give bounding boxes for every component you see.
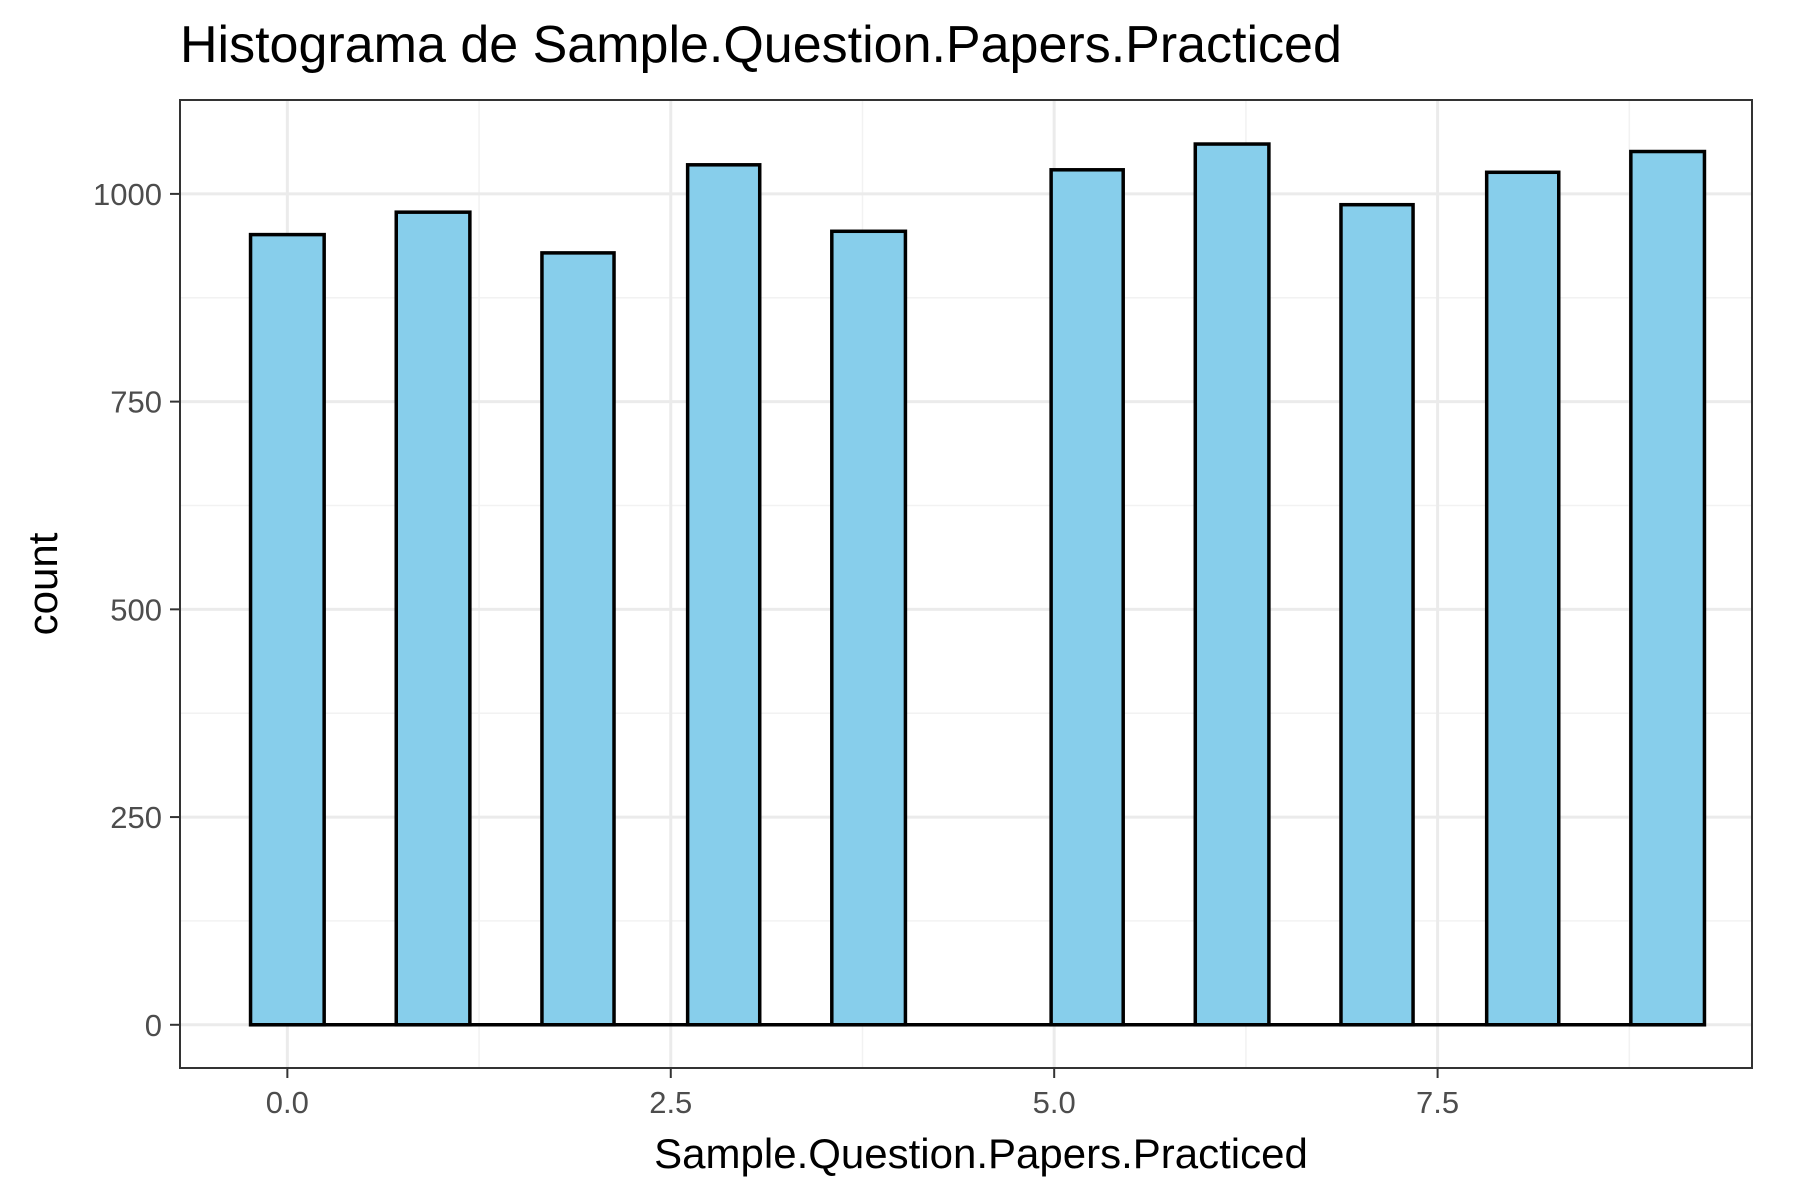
- x-tick-label: 7.5: [1416, 1085, 1459, 1120]
- y-axis: 0 250 500 750 1000: [93, 177, 180, 1043]
- x-axis-title: Sample.Question.Papers.Practiced: [654, 1130, 1308, 1177]
- histogram-bar: [1339, 202, 1415, 1027]
- y-axis-title: count: [19, 532, 66, 635]
- bars: [248, 142, 1707, 1027]
- y-tick-label: 250: [110, 800, 162, 835]
- histogram-bar: [394, 210, 472, 1027]
- y-tick-label: 1000: [93, 177, 162, 212]
- x-tick-label: 5.0: [1033, 1085, 1076, 1120]
- histogram-bar: [1049, 168, 1125, 1027]
- histogram-bar: [830, 229, 908, 1027]
- x-tick-label: 0.0: [266, 1085, 309, 1120]
- histogram-bar: [1484, 170, 1561, 1027]
- chart-title: Histograma de Sample.Question.Papers.Pra…: [180, 16, 1342, 74]
- y-tick-label: 500: [110, 592, 162, 627]
- histogram-bar: [685, 163, 762, 1027]
- histogram-bar: [1193, 142, 1271, 1027]
- histogram-bar: [248, 232, 326, 1027]
- y-tick-label: 750: [110, 385, 162, 420]
- y-tick-label: 0: [145, 1008, 162, 1043]
- x-tick-label: 2.5: [649, 1085, 692, 1120]
- histogram-bar: [540, 251, 616, 1027]
- histogram-bar: [1629, 149, 1707, 1027]
- x-axis: 0.0 2.5 5.0 7.5: [266, 1068, 1459, 1120]
- plot-panel-border: [179, 99, 1753, 1069]
